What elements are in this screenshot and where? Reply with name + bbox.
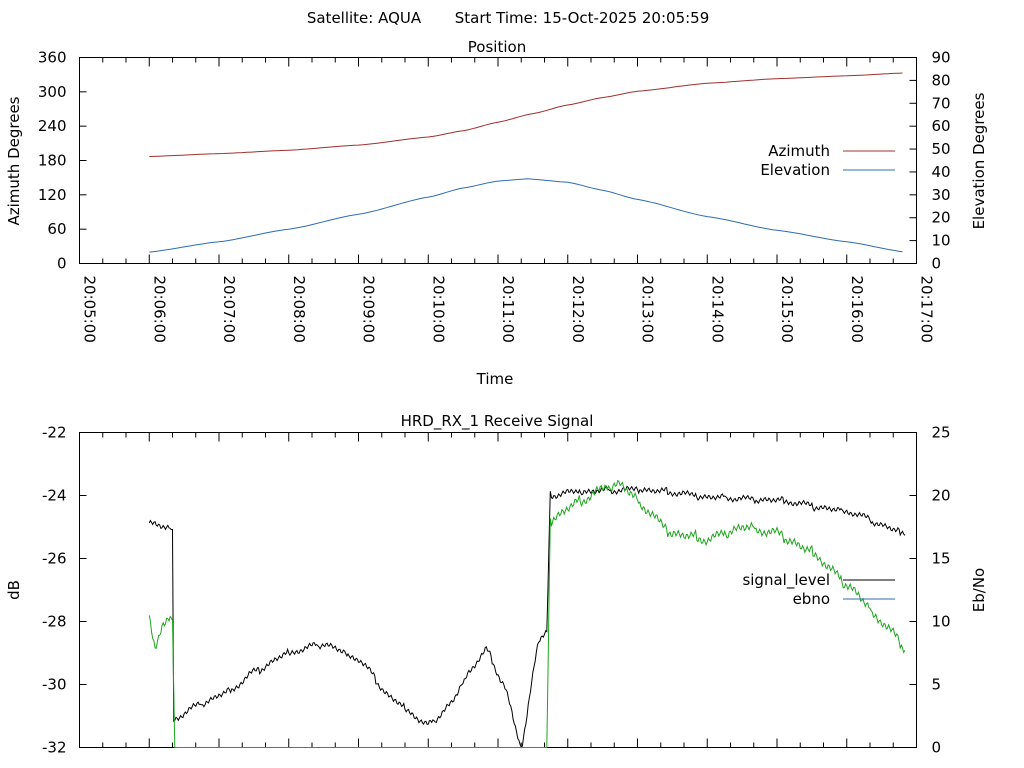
position-y2-axis-label: Elevation Degrees — [970, 92, 988, 229]
x-tick-label: 20:14:00 — [708, 276, 726, 343]
y2-tick-label: 5 — [932, 676, 942, 694]
y2-tick-label: 25 — [932, 424, 951, 442]
y-tick-label: -30 — [42, 676, 67, 694]
start-time-label: Start Time: 15-Oct-2025 20:05:59 — [455, 9, 710, 27]
x-tick-label: 20:13:00 — [639, 276, 657, 343]
y2-tick-label: 40 — [932, 163, 951, 181]
legend-azimuth-label: Azimuth — [768, 142, 830, 160]
y2-tick-label: 80 — [932, 71, 951, 89]
y-tick-label: -26 — [42, 550, 67, 568]
signal-level-series-line — [148, 485, 906, 749]
y-tick-label: 120 — [38, 186, 67, 204]
position-x-axis-label: Time — [476, 370, 514, 388]
position-title: Position — [468, 38, 526, 56]
y2-tick-label: 0 — [932, 255, 942, 273]
y2-tick-label: 10 — [932, 232, 951, 250]
y-tick-label: 360 — [38, 49, 67, 67]
signal-y2-axis-label: Eb/No — [970, 568, 988, 612]
x-tick-label: 20:11:00 — [499, 276, 517, 343]
x-tick-label: 20:10:00 — [429, 276, 447, 343]
y2-tick-label: 30 — [932, 186, 951, 204]
y2-tick-label: 10 — [932, 613, 951, 631]
y2-tick-label: 90 — [932, 49, 951, 67]
position-x-axis: 20:05:00 20:06:00 20:07:00 20:08:00 20:09:00… — [79, 57, 936, 343]
y2-tick-label: 20 — [932, 209, 951, 227]
y-tick-label: 240 — [38, 117, 67, 135]
ebno-series-line — [148, 479, 906, 748]
y-tick-label: 60 — [47, 220, 66, 238]
y-tick-label: 0 — [57, 255, 67, 273]
y2-tick-label: 60 — [932, 117, 951, 135]
y-tick-label: 180 — [38, 152, 67, 170]
signal-plot-frame — [79, 432, 917, 748]
x-tick-label: 20:12:00 — [569, 276, 587, 343]
x-tick-label: 20:15:00 — [778, 276, 796, 343]
y-tick-label: -32 — [42, 739, 67, 757]
y2-tick-label: 50 — [932, 140, 951, 158]
legend-ebno-label: ebno — [793, 590, 830, 608]
x-tick-label: 20:08:00 — [290, 276, 308, 343]
signal-y-axis-label: dB — [5, 580, 23, 600]
x-tick-label: 20:05:00 — [81, 276, 99, 343]
position-y-axis-label: Azimuth Degrees — [5, 96, 23, 225]
y-tick-label: 300 — [38, 83, 67, 101]
signal-legend: signal_level ebno — [742, 571, 895, 608]
y-tick-label: -28 — [42, 613, 67, 631]
y-tick-label: -24 — [42, 487, 67, 505]
signal-y2-axis: 0 5 10 15 20 25 — [909, 424, 951, 757]
signal-title: HRD_RX_1 Receive Signal — [401, 412, 594, 431]
x-tick-label: 20:09:00 — [360, 276, 378, 343]
elevation-series-line — [149, 178, 903, 253]
position-y-axis: 0 60 120 180 240 300 360 — [38, 49, 87, 273]
y2-tick-label: 20 — [932, 487, 951, 505]
y-tick-label: -22 — [42, 424, 67, 442]
x-tick-label: 20:07:00 — [220, 276, 238, 343]
signal-y-axis: -32 -30 -28 -26 -24 -22 — [42, 424, 87, 757]
y2-tick-label: 0 — [932, 739, 942, 757]
x-tick-label: 20:16:00 — [848, 276, 866, 343]
satellite-label: Satellite: AQUA — [307, 9, 422, 27]
signal-chart: HRD_RX_1 Receive Signal -32-30-28-26-24-… — [5, 412, 988, 757]
azimuth-series-line — [149, 72, 903, 157]
y2-tick-label: 15 — [932, 550, 951, 568]
x-tick-label: 20:06:00 — [150, 276, 168, 343]
y2-tick-label: 70 — [932, 94, 951, 112]
signal-x-axis — [79, 432, 917, 748]
position-legend: Azimuth Elevation — [760, 142, 895, 179]
x-tick-label: 20:17:00 — [918, 276, 936, 343]
position-y2-axis: 0 10 20 30 40 50 60 70 80 90 — [909, 49, 951, 273]
position-chart: Position 0 60 120 180 240 300 360 0 10 20 30 40 50 6… — [5, 38, 988, 388]
legend-signal-level-label: signal_level — [742, 571, 830, 590]
legend-elevation-label: Elevation — [760, 161, 830, 179]
